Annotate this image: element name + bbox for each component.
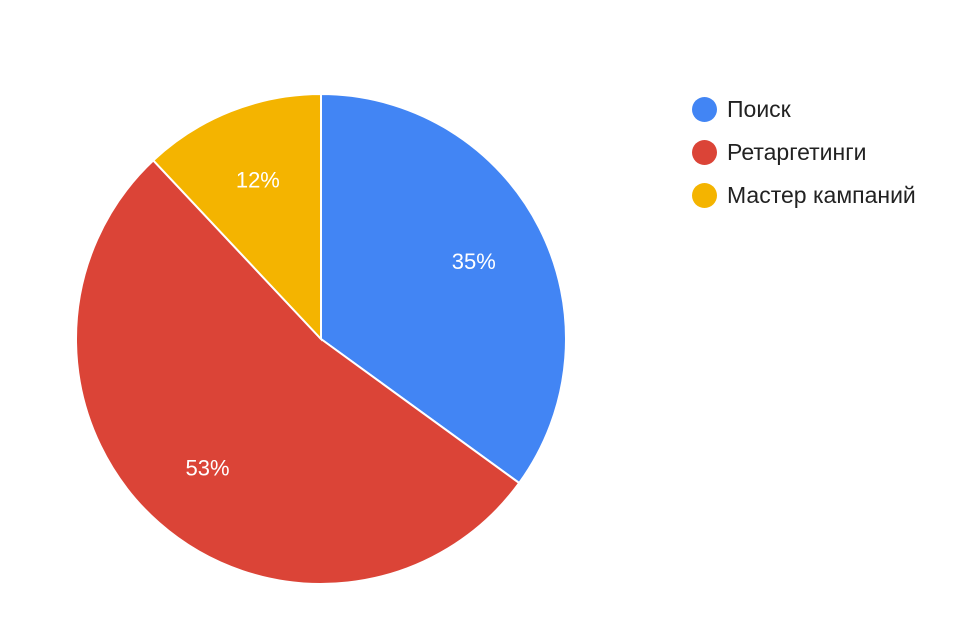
legend-label: Мастер кампаний — [727, 182, 916, 208]
slice-search[interactable] — [320, 92, 567, 485]
legend-item-retargeting[interactable]: Ретаргетинги — [692, 131, 916, 174]
legend-item-campaign-master[interactable]: Мастер кампаний — [692, 174, 916, 217]
data-label: 53% — [186, 456, 230, 481]
slice-retargeting[interactable] — [75, 158, 521, 585]
legend-swatch-retargeting — [692, 140, 717, 165]
data-label: 12% — [236, 168, 280, 193]
legend: Поиск Ретаргетинги Мастер кампаний — [692, 88, 916, 217]
legend-item-search[interactable]: Поиск — [692, 88, 916, 131]
legend-label: Поиск — [727, 96, 791, 122]
data-label: 35% — [452, 249, 496, 274]
legend-swatch-search — [692, 97, 717, 122]
legend-swatch-campaign-master — [692, 183, 717, 208]
legend-label: Ретаргетинги — [727, 139, 867, 165]
slice-campaign-master[interactable] — [151, 92, 322, 342]
